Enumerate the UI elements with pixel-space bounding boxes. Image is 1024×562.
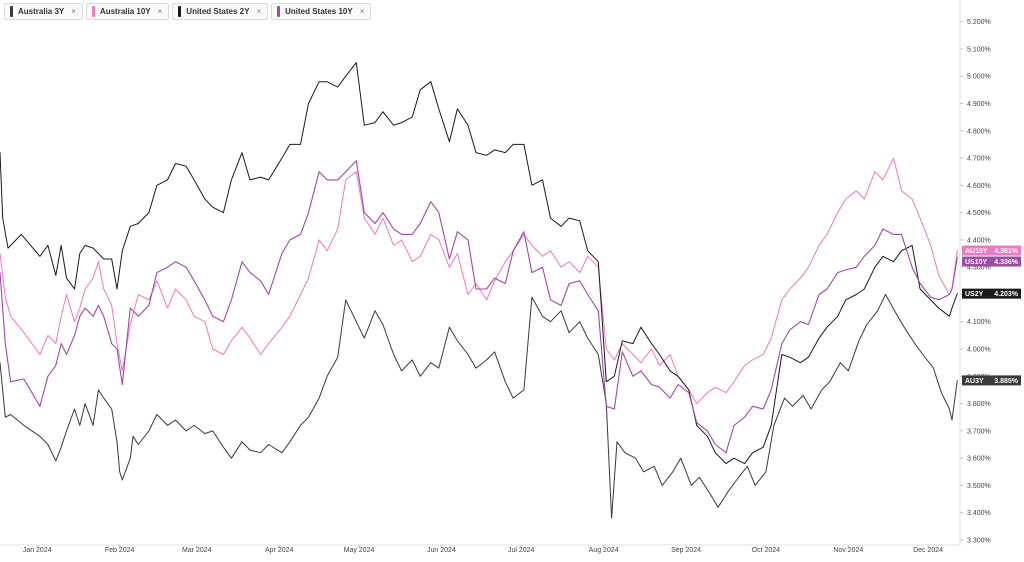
y-axis: 3.300%3.400%3.500%3.600%3.700%3.800%3.90… [959,0,991,545]
series-tab[interactable]: United States 2Y × [172,3,269,20]
series-tab-label: United States 10Y [285,7,353,16]
y-tick-label: 3.700% [967,428,991,435]
series-short-name: AU10Y [965,248,988,255]
series-tab-label: Australia 3Y [18,7,65,16]
last-value-tag-au10y: AU10Y 4.361% [962,245,1021,256]
series-line-us10y [0,160,958,454]
y-tick-label: 5.200% [967,19,991,26]
series-line-au10y [0,157,958,405]
y-tick-label: 4.500% [967,210,991,217]
x-tick-label: Apr 2024 [265,547,294,554]
series-lines [0,62,958,519]
y-tick-label: 4.100% [967,319,991,326]
y-tick-label: 3.400% [967,510,991,517]
y-tick-label: 4.300% [967,265,991,272]
last-value-tag-bg [962,288,1021,299]
x-tick-label: Aug 2024 [589,547,619,554]
series-short-name: US10Y [965,259,988,266]
last-value-tag-us10y: US10Y 4.336% [962,256,1021,267]
x-tick-label: Dec 2024 [913,547,943,554]
x-axis: Jan 2024 Feb 2024 Mar 2024 Apr 2024 May 2024… [0,544,960,554]
last-value-tag-bg [962,245,1021,256]
x-tick-label: Sep 2024 [671,547,701,554]
series-tab[interactable]: Australia 10Y × [85,3,170,20]
series-last-value: 3.885% [994,378,1019,385]
last-value-tag-bg [962,256,1021,267]
y-tick-label: 5.000% [967,74,991,81]
y-tick-label: 3.800% [967,401,991,408]
y-tick-label: 3.300% [967,538,991,545]
last-value-tag-us2y: US2Y 4.203% [962,288,1021,299]
x-tick-label: Jul 2024 [508,547,535,554]
y-tick-label: 3.500% [967,483,991,490]
x-tick-label: Jan 2024 [23,547,52,554]
x-tick-label: Nov 2024 [833,547,863,554]
series-tab-label: United States 2Y [186,7,250,16]
series-line-us2y [0,62,958,465]
y-tick-label: 4.800% [967,128,991,135]
series-last-value: 4.336% [994,259,1019,266]
series-line-au3y [0,294,958,519]
y-tick-label: 4.700% [967,156,991,163]
x-tick-label: Oct 2024 [752,547,781,554]
series-color-swatch [10,6,13,17]
x-tick-label: May 2024 [344,547,375,554]
y-tick-label: 4.900% [967,101,991,108]
series-tab[interactable]: Australia 3Y × [4,3,83,20]
x-tick-label: Mar 2024 [182,547,212,554]
last-value-labels: AU10Y 4.361% US10Y 4.336% US2Y 4.203% AU3Y 3.88… [962,245,1021,386]
y-tick-label: 4.600% [967,183,991,190]
close-icon[interactable]: × [256,7,262,16]
close-icon[interactable]: × [71,7,76,16]
close-icon[interactable]: × [157,7,163,16]
series-last-value: 4.203% [994,291,1019,298]
series-tabs: Australia 3Y × Australia 10Y × United States… [4,3,372,20]
series-color-swatch [91,6,95,17]
series-short-name: US2Y [965,291,984,298]
series-color-swatch [277,6,281,17]
series-color-swatch [178,6,182,17]
x-tick-label: Feb 2024 [105,547,135,554]
series-tab[interactable]: United States 10Y × [271,3,372,20]
series-last-value: 4.361% [994,248,1019,255]
y-tick-label: 3.600% [967,456,991,463]
series-short-name: AU3Y [965,378,984,385]
y-tick-label: 4.400% [967,237,991,244]
last-value-tag-bg [962,375,1021,386]
last-value-tag-au3y: AU3Y 3.885% [962,375,1021,386]
y-tick-label: 4.000% [967,347,991,354]
x-tick-label: Jun 2024 [427,547,456,554]
y-tick-label: 5.100% [967,46,991,53]
close-icon[interactable]: × [359,7,365,16]
series-tab-label: Australia 10Y [99,7,151,16]
